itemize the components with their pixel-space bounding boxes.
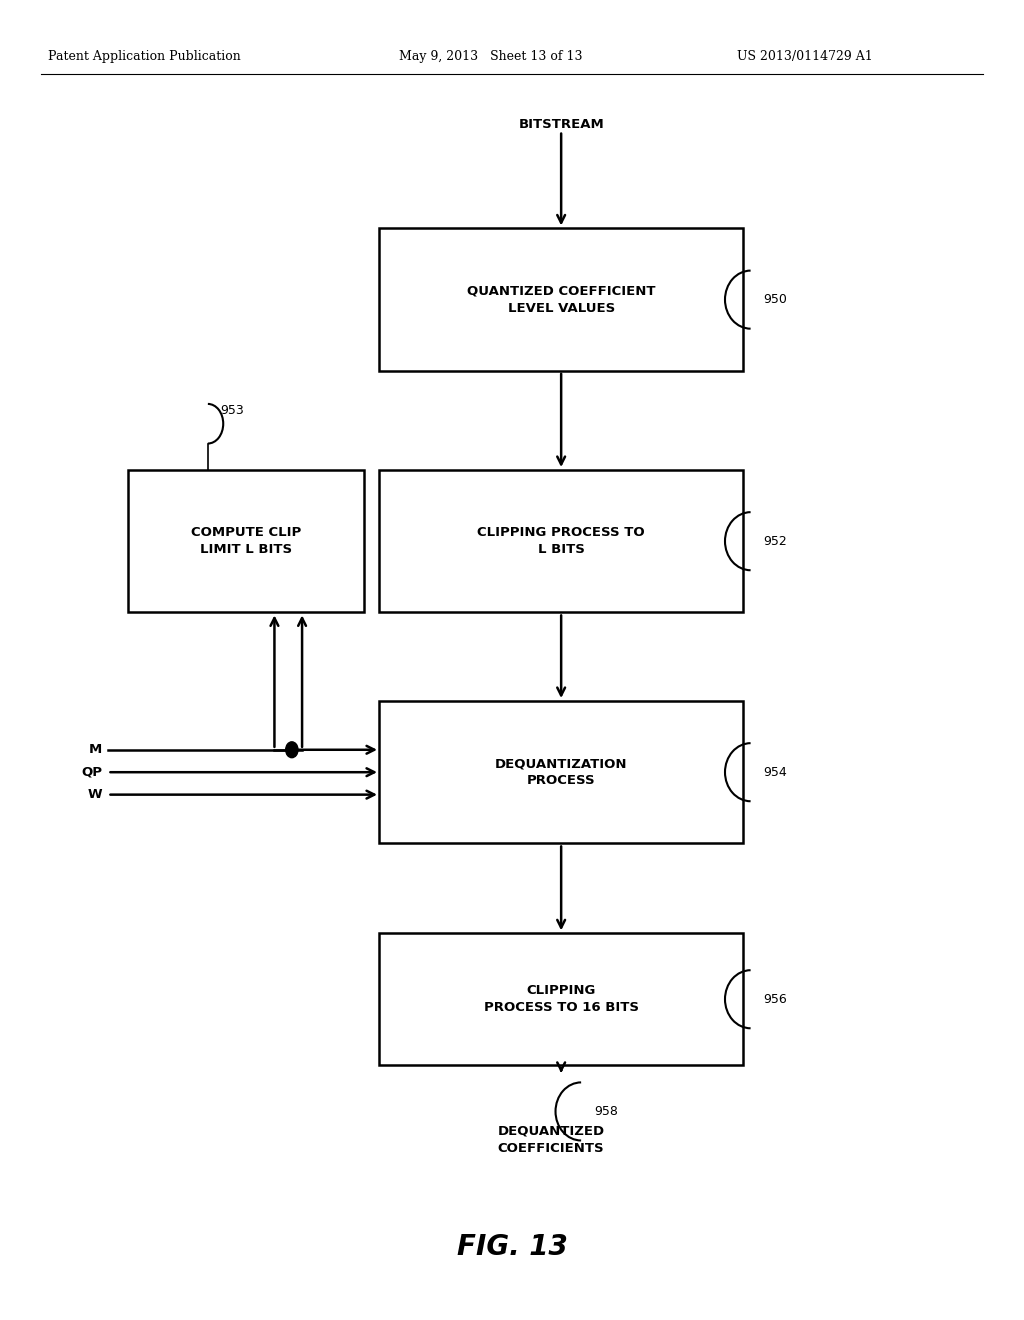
Text: QP: QP <box>81 766 102 779</box>
Text: 952: 952 <box>764 535 787 548</box>
Text: 950: 950 <box>764 293 787 306</box>
Text: Patent Application Publication: Patent Application Publication <box>48 50 241 63</box>
Circle shape <box>286 742 298 758</box>
Text: BITSTREAM: BITSTREAM <box>518 117 604 131</box>
Text: 953: 953 <box>220 404 244 417</box>
Bar <box>380 470 743 612</box>
Text: M: M <box>89 743 102 756</box>
Text: 954: 954 <box>764 766 787 779</box>
Text: COMPUTE CLIP
LIMIT L BITS: COMPUTE CLIP LIMIT L BITS <box>190 527 301 556</box>
Text: DEQUANTIZATION
PROCESS: DEQUANTIZATION PROCESS <box>495 758 628 787</box>
Text: QUANTIZED COEFFICIENT
LEVEL VALUES: QUANTIZED COEFFICIENT LEVEL VALUES <box>467 285 655 314</box>
Text: FIG. 13: FIG. 13 <box>457 1233 567 1262</box>
Text: 956: 956 <box>764 993 787 1006</box>
Bar <box>380 701 743 843</box>
Bar <box>380 228 743 371</box>
Text: CLIPPING PROCESS TO
L BITS: CLIPPING PROCESS TO L BITS <box>477 527 645 556</box>
Text: W: W <box>88 788 102 801</box>
Text: CLIPPING
PROCESS TO 16 BITS: CLIPPING PROCESS TO 16 BITS <box>483 985 639 1014</box>
Bar <box>128 470 364 612</box>
Text: 958: 958 <box>594 1105 617 1118</box>
Text: US 2013/0114729 A1: US 2013/0114729 A1 <box>737 50 873 63</box>
Text: May 9, 2013   Sheet 13 of 13: May 9, 2013 Sheet 13 of 13 <box>399 50 583 63</box>
Bar <box>380 933 743 1065</box>
Text: DEQUANTIZED
COEFFICIENTS: DEQUANTIZED COEFFICIENTS <box>498 1125 605 1155</box>
